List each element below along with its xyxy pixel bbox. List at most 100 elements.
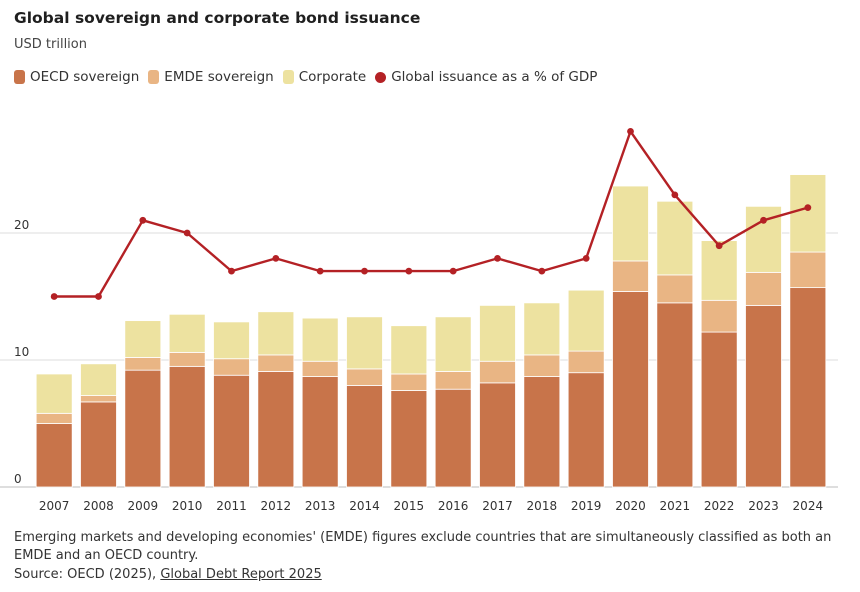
- bar-emde-sovereign-2009: [124, 357, 162, 371]
- chart-footnote: Emerging markets and developing economie…: [14, 530, 832, 563]
- bar-oecd-sovereign-2010: [168, 365, 206, 488]
- point-issuance-gdp-2023: [760, 216, 767, 224]
- source-prefix: Source: OECD (2025),: [14, 567, 161, 582]
- bar-corporate-2017: [479, 304, 516, 362]
- bar-emde-sovereign-2013: [301, 360, 339, 377]
- bar-corporate-2012: [257, 311, 295, 356]
- bar-corporate-2009: [124, 320, 162, 358]
- bar-oecd-sovereign-2013: [301, 376, 339, 488]
- point-issuance-gdp-2015: [405, 267, 413, 275]
- bar-emde-sovereign-2008: [80, 395, 117, 403]
- legend-label: Corporate: [298, 69, 367, 85]
- point-issuance-gdp-2012: [272, 255, 280, 262]
- bar-oecd-sovereign-2016: [434, 388, 472, 488]
- bar-oecd-sovereign-2020: [612, 291, 649, 488]
- bar-emde-sovereign-2024: [789, 251, 827, 289]
- point-issuance-gdp-2020: [627, 128, 634, 135]
- point-issuance-gdp-2022: [715, 242, 723, 250]
- legend-swatch-emde-sovereign: [148, 70, 160, 84]
- bar-emde-sovereign-2010: [168, 351, 206, 367]
- x-tick-label: 2009: [128, 499, 159, 513]
- bar-oecd-sovereign-2015: [390, 390, 428, 488]
- bar-emde-sovereign-2012: [257, 354, 295, 372]
- point-issuance-gdp-2010: [183, 229, 191, 237]
- bar-corporate-2016: [434, 316, 472, 372]
- legend-swatch-issuance-gdp: [375, 71, 387, 83]
- bar-emde-sovereign-2023: [745, 271, 782, 306]
- x-tick-label: 2020: [615, 499, 646, 513]
- bar-corporate-2020: [612, 185, 649, 262]
- bar-corporate-2010: [168, 313, 206, 353]
- bar-oecd-sovereign-2021: [656, 302, 694, 488]
- bar-corporate-2021: [656, 200, 694, 276]
- point-issuance-gdp-2016: [449, 267, 457, 275]
- bar-corporate-2013: [301, 317, 339, 362]
- point-issuance-gdp-2019: [582, 255, 590, 262]
- legend-item-issuance-gdp[interactable]: Global issuance as a % of GDP: [375, 69, 597, 85]
- bar-oecd-sovereign-2024: [789, 287, 827, 488]
- bar-oecd-sovereign-2011: [213, 374, 250, 488]
- x-tick-label: 2021: [660, 499, 691, 513]
- point-issuance-gdp-2013: [316, 267, 324, 275]
- chart-subtitle: USD trillion: [14, 37, 87, 52]
- chart-title: Global sovereign and corporate bond issu…: [14, 9, 421, 27]
- chart-source: Source: OECD (2025), Global Debt Report …: [14, 567, 322, 582]
- x-tick-label: 2014: [349, 499, 380, 513]
- y-tick-label: 20: [14, 218, 29, 232]
- bar-corporate-2024: [789, 174, 827, 253]
- bar-emde-sovereign-2021: [656, 274, 694, 304]
- bar-emde-sovereign-2007: [35, 412, 73, 424]
- legend-item-emde-sovereign[interactable]: EMDE sovereign: [148, 69, 274, 85]
- chart-legend: OECD sovereign EMDE sovereign Corporate …: [14, 69, 606, 85]
- x-tick-label: 2019: [571, 499, 602, 513]
- bar-oecd-sovereign-2019: [567, 372, 605, 488]
- x-tick-label: 2024: [793, 499, 824, 513]
- bar-corporate-2011: [213, 321, 250, 360]
- bar-emde-sovereign-2015: [390, 373, 428, 391]
- bar-corporate-2007: [35, 373, 73, 414]
- x-tick-label: 2015: [394, 499, 425, 513]
- point-issuance-gdp-2018: [538, 267, 546, 275]
- bar-corporate-2019: [567, 289, 605, 352]
- chart-plot-area: 0 10 20 2007 2008 2009 2010 2011 2012 2013 2014 201…: [0, 128, 838, 513]
- bar-oecd-sovereign-2009: [124, 369, 162, 488]
- point-issuance-gdp-2008: [95, 293, 102, 300]
- bar-oecd-sovereign-2014: [346, 384, 383, 488]
- bar-oecd-sovereign-2012: [257, 371, 295, 488]
- x-tick-label: 2007: [39, 499, 70, 513]
- legend-item-oecd-sovereign[interactable]: OECD sovereign: [14, 69, 139, 85]
- bar-oecd-sovereign-2007: [35, 423, 73, 488]
- x-tick-label: 2010: [172, 499, 203, 513]
- bar-corporate-2014: [346, 316, 383, 370]
- point-issuance-gdp-2014: [361, 267, 368, 275]
- bar-corporate-2022: [700, 240, 738, 301]
- x-tick-label: 2017: [482, 499, 513, 513]
- x-tick-label: 2023: [748, 499, 779, 513]
- bar-oecd-sovereign-2017: [479, 382, 516, 488]
- legend-label: OECD sovereign: [30, 69, 140, 85]
- bar-emde-sovereign-2022: [700, 299, 738, 333]
- bar-oecd-sovereign-2018: [523, 376, 561, 488]
- point-issuance-gdp-2009: [139, 216, 147, 224]
- line-issuance-gdp: [54, 130, 809, 298]
- point-issuance-gdp-2007: [50, 293, 58, 300]
- source-link[interactable]: Global Debt Report 2025: [160, 567, 322, 582]
- y-tick-label: 0: [14, 472, 22, 486]
- y-tick-label: 10: [14, 345, 29, 359]
- legend-swatch-corporate: [282, 70, 294, 84]
- x-tick-label: 2016: [438, 499, 469, 513]
- bar-oecd-sovereign-2008: [80, 401, 117, 488]
- bar-emde-sovereign-2014: [346, 368, 383, 386]
- bar-emde-sovereign-2019: [567, 350, 605, 374]
- point-issuance-gdp-2017: [494, 255, 501, 262]
- x-tick-label: 2022: [704, 499, 735, 513]
- legend-swatch-oecd-sovereign: [14, 70, 25, 84]
- bar-corporate-2015: [390, 325, 428, 375]
- x-tick-label: 2008: [83, 499, 114, 513]
- legend-item-corporate[interactable]: Corporate: [282, 69, 367, 85]
- bar-corporate-2008: [80, 363, 117, 396]
- x-tick-label: 2013: [305, 499, 336, 513]
- bar-oecd-sovereign-2022: [700, 331, 738, 488]
- bar-emde-sovereign-2011: [213, 358, 250, 376]
